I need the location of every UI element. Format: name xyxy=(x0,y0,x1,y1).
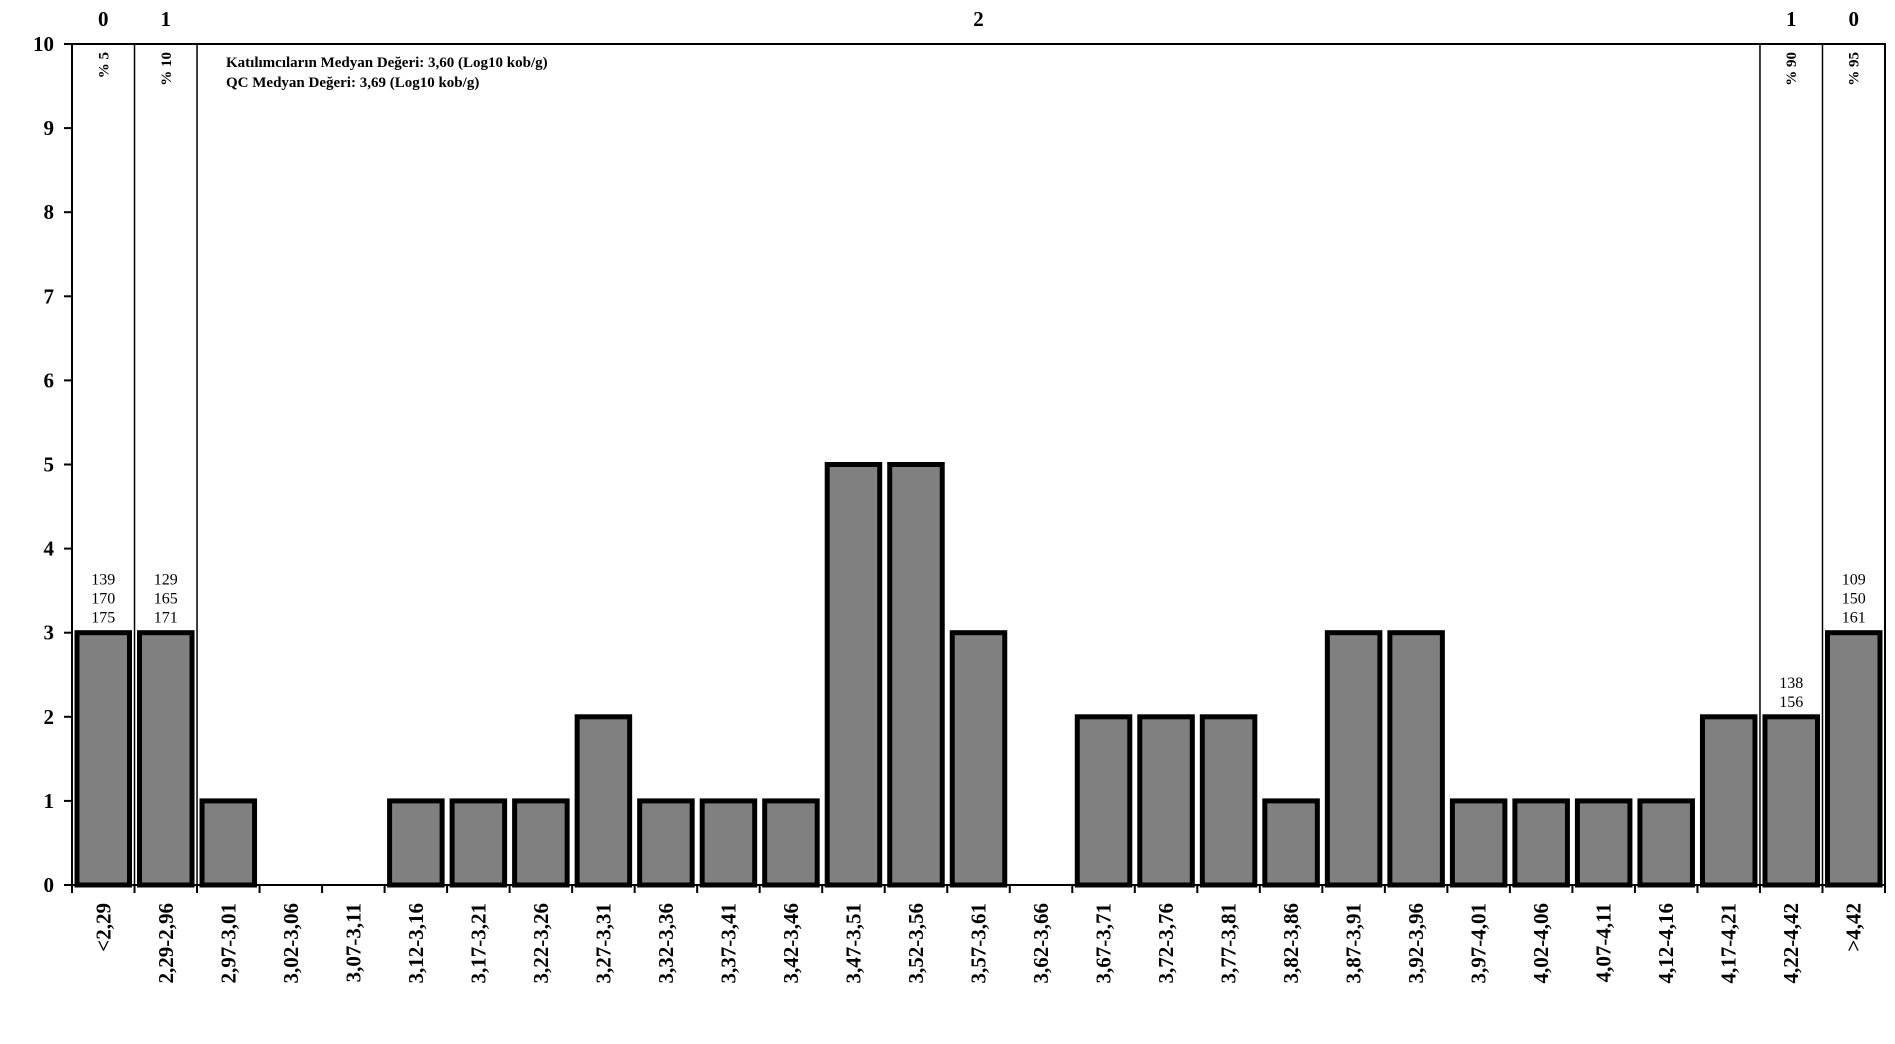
x-tick-label: 2,97-3,01 xyxy=(216,903,240,984)
bar xyxy=(1824,630,1883,888)
bar-labels: 139 170 175 129 165 171 138 156 109 150 161 xyxy=(91,572,1865,711)
y-tick-label: 9 xyxy=(44,116,55,140)
x-tick-label: 3,27-3,31 xyxy=(591,903,615,984)
y-tick-label: 1 xyxy=(44,789,55,813)
y-tick-label: 2 xyxy=(44,705,55,729)
bar xyxy=(1387,630,1445,888)
x-tick-label: 4,17-4,21 xyxy=(1717,903,1741,984)
bar xyxy=(949,630,1008,888)
x-tick-label: >4,42 xyxy=(1842,903,1866,952)
y-tick-label: 3 xyxy=(44,621,55,645)
x-tick-label: 3,97-4,01 xyxy=(1467,903,1491,984)
bar-participant-label: 165 xyxy=(154,591,178,608)
percentile-label: % 10 xyxy=(159,52,175,86)
x-tick-label: 4,12-4,16 xyxy=(1654,903,1678,984)
x-tick-label: 3,12-3,16 xyxy=(404,903,428,984)
bar xyxy=(199,798,258,888)
score-zones: 0 1 2 1 0 % 5 % 10 % 90 % 95 xyxy=(96,7,1863,885)
bar xyxy=(1199,714,1258,888)
median-qc-annotation: QC Medyan Değeri: 3,69 (Log10 kob/g) xyxy=(226,75,479,91)
bar xyxy=(824,462,883,888)
y-tick-label: 8 xyxy=(44,200,55,224)
score-label: 1 xyxy=(1786,7,1797,31)
bar-participant-label: 129 xyxy=(154,572,178,589)
bar xyxy=(387,798,445,888)
bar-participant-label: 170 xyxy=(91,591,115,608)
bar xyxy=(1699,714,1758,888)
bar xyxy=(449,798,508,888)
x-axis: <2,29 2,29-2,96 2,97-3,01 3,02-3,06 3,07-3,1… xyxy=(71,885,1886,984)
x-tick-label: 3,87-3,91 xyxy=(1342,903,1366,984)
bar xyxy=(1137,714,1195,888)
x-tick-label: 3,07-3,11 xyxy=(341,903,365,982)
bar-participant-label: 156 xyxy=(1779,694,1803,711)
x-tick-label: 3,52-3,56 xyxy=(904,903,928,984)
x-tick-label: 3,92-3,96 xyxy=(1404,903,1428,984)
bar xyxy=(1074,714,1133,888)
x-tick-label: 2,29-2,96 xyxy=(154,903,178,984)
percentile-label: % 90 xyxy=(1784,52,1800,86)
bar-participant-label: 161 xyxy=(1842,610,1866,627)
bar-participant-label: 150 xyxy=(1842,591,1866,608)
x-tick-label: 3,02-3,06 xyxy=(279,903,303,984)
x-tick-label: 3,42-3,46 xyxy=(779,903,803,984)
x-tick-label: 3,17-3,21 xyxy=(466,903,490,984)
bar xyxy=(1512,798,1570,888)
x-tick-label: 3,82-3,86 xyxy=(1279,903,1303,984)
bar xyxy=(1262,798,1320,888)
y-tick-label: 5 xyxy=(44,453,55,477)
bar xyxy=(574,714,633,888)
x-tick-label: 3,77-3,81 xyxy=(1217,903,1241,984)
percentile-label: % 95 xyxy=(1847,52,1863,86)
x-tick-label: 4,02-4,06 xyxy=(1529,903,1553,984)
x-tick-label: 3,22-3,26 xyxy=(529,903,553,984)
bar xyxy=(74,630,133,888)
bar xyxy=(637,798,695,888)
bar xyxy=(887,462,945,888)
score-label: 1 xyxy=(161,7,172,31)
x-tick-label: 3,57-3,61 xyxy=(967,903,991,984)
median-participants-annotation: Katılımcıların Medyan Değeri: 3,60 (Log1… xyxy=(226,55,548,71)
bars xyxy=(74,462,1883,888)
x-tick-label: 3,72-3,76 xyxy=(1154,903,1178,984)
y-tick-label: 0 xyxy=(44,873,55,897)
x-tick-label: <2,29 xyxy=(91,903,115,952)
bar-participant-label: 171 xyxy=(154,610,178,627)
y-tick-label: 6 xyxy=(44,368,55,392)
x-tick-label: 4,22-4,42 xyxy=(1779,903,1803,984)
x-tick-label: 3,37-3,41 xyxy=(716,903,740,984)
bar-participant-label: 109 xyxy=(1842,572,1866,589)
bar xyxy=(1449,798,1508,888)
x-tick-label: 3,47-3,51 xyxy=(841,903,865,984)
x-tick-label: 4,07-4,11 xyxy=(1592,903,1616,982)
x-tick-label: 3,62-3,66 xyxy=(1029,903,1053,984)
y-tick-label: 7 xyxy=(44,284,55,308)
score-label: 0 xyxy=(1848,7,1859,31)
x-tick-label: 3,32-3,36 xyxy=(654,903,678,984)
y-tick-label: 4 xyxy=(44,537,55,561)
bar-participant-label: 138 xyxy=(1779,675,1803,692)
bar xyxy=(1637,798,1695,888)
bar xyxy=(1324,630,1383,888)
bar-participant-label: 175 xyxy=(91,610,115,627)
bar xyxy=(512,798,570,888)
bar xyxy=(1574,798,1633,888)
score-label: 0 xyxy=(98,7,109,31)
score-label: 2 xyxy=(973,7,984,31)
percentile-label: % 5 xyxy=(96,52,112,78)
x-tick-label: 3,67-3,71 xyxy=(1092,903,1116,984)
bar xyxy=(137,630,195,888)
bar-participant-label: 139 xyxy=(91,572,115,589)
y-tick-label: 10 xyxy=(33,32,54,56)
bar xyxy=(762,798,820,888)
bar xyxy=(699,798,758,888)
bar xyxy=(1762,714,1820,888)
y-axis: 0 1 2 3 4 5 6 7 8 9 10 xyxy=(33,32,72,897)
